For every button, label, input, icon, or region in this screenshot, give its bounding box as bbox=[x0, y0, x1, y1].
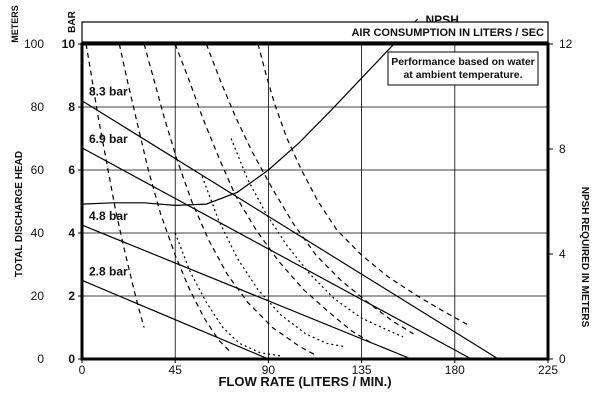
air-consumption-curve bbox=[257, 43, 468, 325]
air-consumption-band bbox=[81, 21, 549, 43]
meters-unit-label: METERS bbox=[10, 5, 20, 43]
bar-tick-label: 0 bbox=[68, 352, 75, 366]
note-box bbox=[387, 51, 539, 86]
y-left-title: TOTAL DISCHARGE HEAD bbox=[14, 151, 25, 277]
air-consumption-curve bbox=[174, 43, 373, 344]
bar-tick-label: 2 bbox=[68, 289, 75, 303]
air-consumption-curve bbox=[143, 43, 315, 355]
bar-tick-label: 4 bbox=[68, 226, 75, 240]
pressure-label: 2.8 bar bbox=[89, 264, 128, 278]
pressure-label: 6.9 bar bbox=[89, 132, 128, 146]
air-consumption-curve bbox=[205, 43, 414, 335]
air-consumption-curve bbox=[174, 232, 281, 357]
x-tick-label: 135 bbox=[352, 363, 372, 377]
air-consumption-curve bbox=[85, 43, 145, 328]
meters-tick-label: 100 bbox=[24, 37, 44, 51]
x-tick-label: 0 bbox=[79, 363, 86, 377]
pressure-line bbox=[81, 100, 499, 360]
npsh-tick-label: 8 bbox=[559, 142, 566, 156]
air-consumption-curve bbox=[201, 176, 344, 347]
meters-tick-label: 60 bbox=[31, 163, 45, 177]
x-tick-label: 180 bbox=[445, 363, 465, 377]
x-tick-label: 225 bbox=[538, 363, 558, 377]
note-line-2: at ambient temperature. bbox=[403, 69, 522, 81]
grid bbox=[82, 44, 548, 359]
air-consumption-label: AIR CONSUMPTION IN LITERS / SEC bbox=[351, 27, 544, 39]
bar-tick-label: 8 bbox=[68, 100, 75, 114]
meters-tick-label: 80 bbox=[31, 100, 45, 114]
bar-tick-label: 6 bbox=[68, 163, 75, 177]
air-consumption-curve bbox=[118, 43, 232, 354]
air-consumption-curve bbox=[230, 138, 404, 338]
bar-unit-label: BAR bbox=[67, 10, 78, 32]
pressure-label: 4.8 bar bbox=[89, 209, 128, 223]
x-tick-label: 90 bbox=[262, 363, 276, 377]
pressure-line bbox=[81, 224, 412, 360]
npsh-tick-label: 4 bbox=[559, 247, 566, 261]
note-line-1: Performance based on water bbox=[391, 56, 535, 68]
pressure-line bbox=[81, 147, 472, 360]
npsh-tick-label: 0 bbox=[559, 352, 566, 366]
meters-tick-label: 0 bbox=[37, 352, 44, 366]
pressure-line bbox=[81, 279, 269, 360]
pressure-label: 8.3 bar bbox=[89, 85, 128, 99]
npsh-tick-label: 12 bbox=[559, 37, 573, 51]
bar-tick-label: 10 bbox=[62, 37, 76, 51]
x-tick-label: 45 bbox=[169, 363, 183, 377]
npsh-curve bbox=[81, 18, 418, 207]
meters-tick-label: 40 bbox=[31, 226, 45, 240]
y-right-title: NPSH REQUIRED IN METERS bbox=[579, 187, 590, 328]
meters-tick-label: 20 bbox=[31, 289, 45, 303]
plot-frame bbox=[80, 42, 550, 361]
x-axis-title: FLOW RATE (LITERS / MIN.) bbox=[218, 374, 391, 389]
